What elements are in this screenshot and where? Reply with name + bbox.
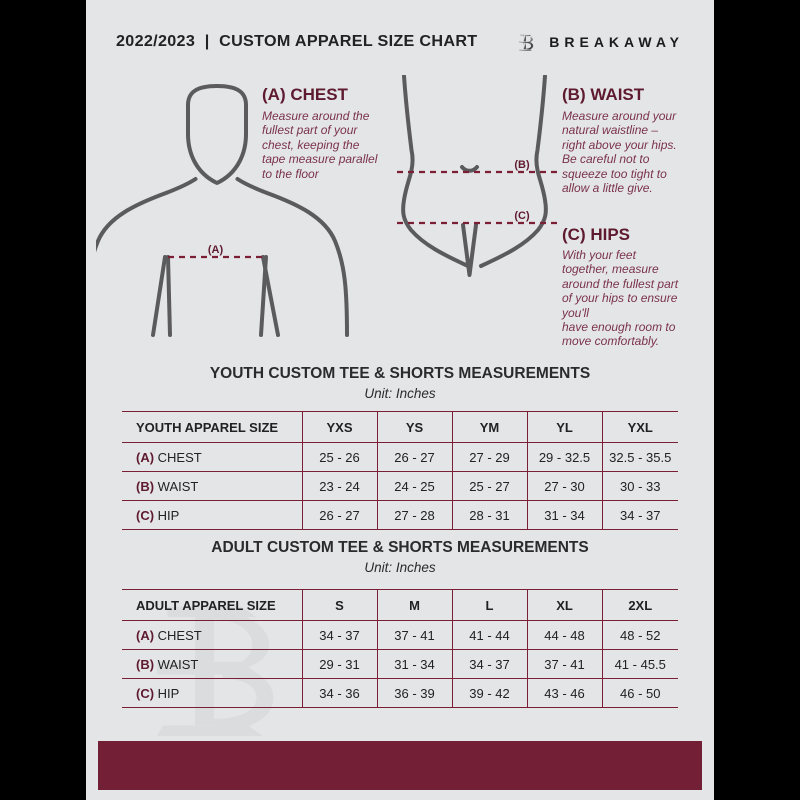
svg-text:(A): (A) <box>208 244 224 256</box>
svg-text:(B): (B) <box>514 159 530 171</box>
svg-text:(C): (C) <box>514 210 530 222</box>
